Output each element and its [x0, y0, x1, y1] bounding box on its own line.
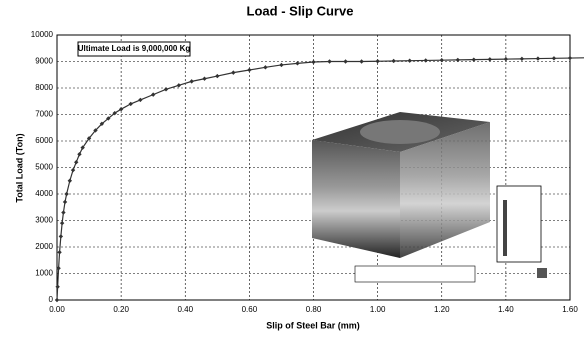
y-tick-label: 4000 [35, 189, 53, 198]
x-tick-label: 1.40 [498, 305, 514, 314]
data-marker [57, 250, 61, 254]
x-tick-label: 0.00 [49, 305, 65, 314]
data-marker [424, 58, 428, 62]
data-marker [327, 59, 331, 63]
fe-model-image [312, 112, 547, 282]
x-tick-label: 0.60 [242, 305, 258, 314]
data-marker [71, 168, 75, 172]
x-tick-label: 1.00 [370, 305, 386, 314]
y-tick-label: 1000 [35, 269, 53, 278]
x-tick-label: 1.60 [562, 305, 578, 314]
y-axis-title: Total Load (Ton) [14, 133, 24, 202]
chart-title: Load - Slip Curve [247, 3, 354, 18]
data-marker [295, 61, 299, 65]
x-axis-title: Slip of Steel Bar (mm) [266, 320, 360, 330]
data-marker [60, 221, 64, 225]
data-marker [63, 200, 67, 204]
data-marker [177, 83, 181, 87]
data-marker [59, 234, 63, 238]
data-marker [472, 57, 476, 61]
x-tick-label: 1.20 [434, 305, 450, 314]
x-tick-label: 0.20 [113, 305, 129, 314]
data-marker [61, 210, 65, 214]
data-marker [504, 57, 508, 61]
data-marker [68, 179, 72, 183]
data-marker [129, 102, 133, 106]
data-marker [391, 59, 395, 63]
data-marker [151, 92, 155, 96]
data-marker [375, 59, 379, 63]
y-tick-label: 8000 [35, 83, 53, 92]
x-tick-label: 0.40 [177, 305, 193, 314]
chart: Load - Slip Curve Ultimate Load is 9,000… [0, 0, 584, 337]
y-tick-label: 9000 [35, 57, 53, 66]
data-marker [202, 77, 206, 81]
y-tick-label: 10000 [31, 30, 54, 39]
data-marker [279, 63, 283, 67]
data-marker [77, 152, 81, 156]
x-tick-label: 0.80 [306, 305, 322, 314]
data-marker [440, 58, 444, 62]
data-marker [55, 285, 59, 289]
data-marker [263, 65, 267, 69]
data-marker [138, 98, 142, 102]
annotation: Ultimate Load is 9,000,000 Kg [78, 44, 191, 53]
data-marker [536, 56, 540, 60]
data-marker [359, 59, 363, 63]
data-marker [189, 79, 193, 83]
annotation-box: Ultimate Load is 9,000,000 Kg [78, 42, 191, 56]
y-tick-label: 0 [49, 295, 54, 304]
data-marker [343, 59, 347, 63]
data-marker [311, 60, 315, 64]
y-tick-label: 5000 [35, 163, 53, 172]
data-marker [64, 192, 68, 196]
data-marker [407, 59, 411, 63]
data-marker [552, 56, 556, 60]
y-tick-label: 6000 [35, 136, 53, 145]
data-marker [568, 56, 572, 60]
data-marker [74, 160, 78, 164]
data-marker [488, 57, 492, 61]
data-marker [520, 57, 524, 61]
data-marker [231, 70, 235, 74]
y-tick-label: 2000 [35, 242, 53, 251]
data-marker [55, 298, 59, 302]
data-marker [247, 68, 251, 72]
y-tick-label: 3000 [35, 216, 53, 225]
y-tick-label: 7000 [35, 110, 53, 119]
data-marker [456, 58, 460, 62]
data-marker [215, 74, 219, 78]
data-marker [164, 87, 168, 91]
